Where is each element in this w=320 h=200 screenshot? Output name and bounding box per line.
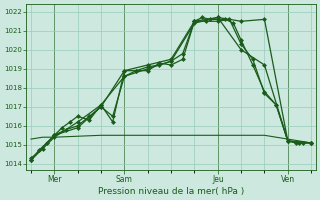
X-axis label: Pression niveau de la mer( hPa ): Pression niveau de la mer( hPa ) <box>98 187 244 196</box>
